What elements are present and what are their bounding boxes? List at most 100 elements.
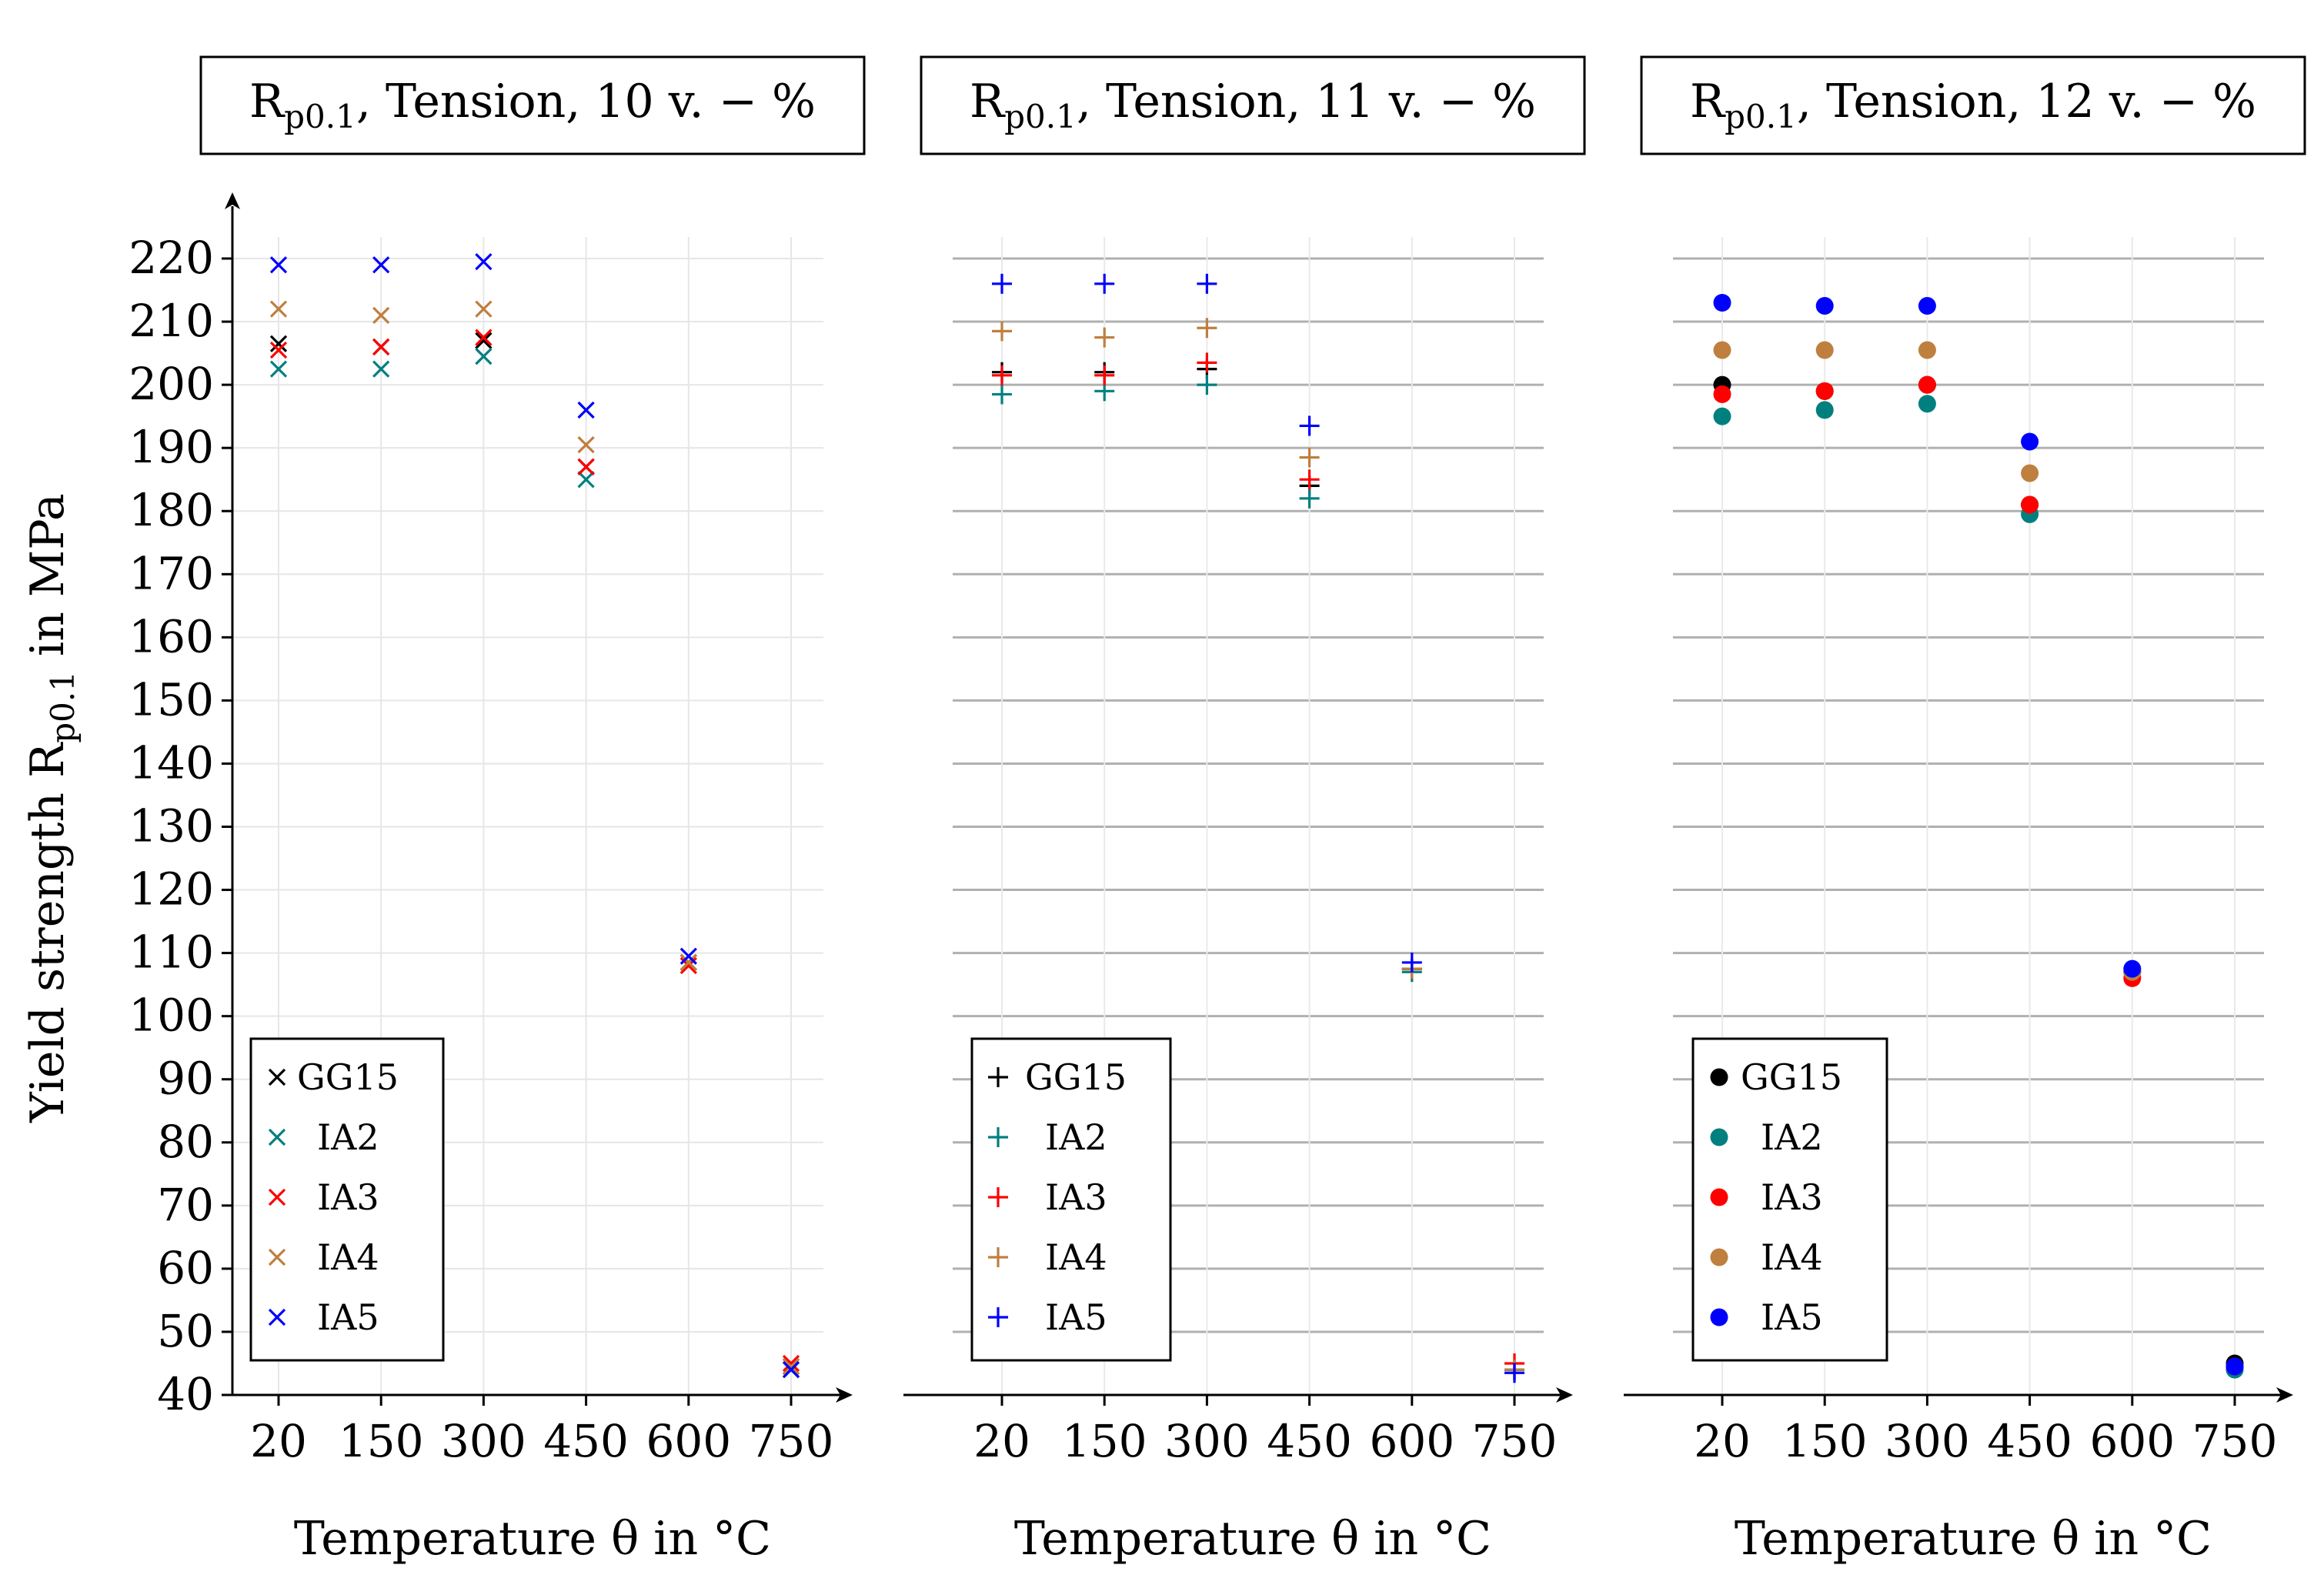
p3-legend-marker-ia5 bbox=[1710, 1308, 1728, 1326]
p3-point-ia2-20-dot bbox=[1713, 407, 1731, 425]
p3-point-ia2-300 bbox=[1918, 395, 1936, 413]
p1-x-tick-label-300: 300 bbox=[441, 1415, 526, 1467]
p2-x-tick-label-150: 150 bbox=[1062, 1415, 1147, 1467]
p3-point-ia5-150 bbox=[1815, 297, 1834, 315]
p2-point-ia2-300 bbox=[1197, 375, 1217, 395]
p1-point-ia3-450 bbox=[577, 458, 595, 476]
p2-point-ia4-300 bbox=[1197, 318, 1217, 339]
p1-point-ia4-150 bbox=[372, 306, 390, 324]
p1-point-ia3-20 bbox=[269, 341, 288, 359]
p2-point-ia5-600 bbox=[1401, 952, 1422, 973]
p3-legend-marker-ia2 bbox=[1710, 1128, 1728, 1146]
p2-point-ia5-750 bbox=[1504, 1363, 1524, 1383]
p1-point-ia4-600 bbox=[680, 953, 697, 972]
p3-point-ia3-450 bbox=[2021, 496, 2039, 514]
p1-y-tick-label-70: 70 bbox=[157, 1179, 214, 1231]
p1-point-ia2-300-stroke-b bbox=[475, 348, 493, 365]
p3-point-ia3-450-dot bbox=[2021, 496, 2039, 514]
p1-point-ia4-750-stroke-b bbox=[782, 1357, 800, 1376]
p3-point-ia5-750-dot bbox=[2225, 1357, 2244, 1376]
panel-2-legend-label-ia4: IA4 bbox=[1045, 1236, 1107, 1278]
p2-x-tick-label-750: 750 bbox=[1472, 1415, 1558, 1467]
p1-point-ia2-300 bbox=[475, 348, 493, 365]
p3-point-ia4-150-dot bbox=[1815, 341, 1834, 359]
panel-3-axes bbox=[1624, 1387, 2293, 1403]
panel-1-title: Rp0.1, Tension, 10 v. − % bbox=[249, 75, 816, 135]
panel-3-legend-label-ia5: IA5 bbox=[1761, 1296, 1823, 1338]
p3-point-ia5-600-dot bbox=[2123, 959, 2142, 978]
p3-legend-marker-ia5-dot bbox=[1710, 1308, 1728, 1326]
p3-point-ia2-20 bbox=[1713, 407, 1731, 425]
panel-1-x-axis-label: Temperature θ in °C bbox=[294, 1512, 771, 1566]
panel-3-marks bbox=[1713, 293, 2244, 1379]
p1-legend-marker-ia5-stroke-b bbox=[268, 1308, 286, 1326]
p1-point-ia2-150 bbox=[372, 360, 390, 378]
p1-y-tick-label-130: 130 bbox=[129, 800, 214, 853]
p2-x-tick-label-600: 600 bbox=[1369, 1415, 1454, 1467]
panel-2-title-box: Rp0.1, Tension, 11 v. − % bbox=[920, 55, 1586, 155]
p2-legend-marker-gg15 bbox=[988, 1067, 1008, 1087]
panel-1-legend-label-ia3: IA3 bbox=[317, 1176, 379, 1218]
p3-point-ia5-450 bbox=[2021, 432, 2039, 451]
p1-point-ia3-750-stroke-b bbox=[782, 1354, 800, 1373]
p3-point-ia5-150-dot bbox=[1815, 297, 1834, 315]
p2-point-ia5-150 bbox=[1094, 273, 1115, 294]
panel-1-axes bbox=[225, 192, 853, 1403]
p2-point-ia4-20 bbox=[992, 321, 1012, 342]
panel-1-title-box: Rp0.1, Tension, 10 v. − % bbox=[199, 55, 866, 155]
panel-3-grid bbox=[1673, 237, 2264, 1395]
panel-2-legend: GG15 IA2 IA3 IA4 IA5 bbox=[970, 1037, 1172, 1362]
panel-3-title-prefix: R bbox=[1690, 75, 1726, 128]
p3-point-ia2-150 bbox=[1815, 401, 1834, 419]
p2-legend-marker-ia2 bbox=[988, 1127, 1008, 1147]
p3-point-ia5-20 bbox=[1713, 293, 1731, 312]
p2-point-ia5-300 bbox=[1197, 273, 1217, 294]
panel-2-title-prefix: R bbox=[970, 75, 1006, 128]
p1-y-tick-label-180: 180 bbox=[129, 484, 214, 536]
panel-3-x-axis-label: Temperature θ in °C bbox=[1735, 1512, 2212, 1566]
panel-1-legend-label-ia2: IA2 bbox=[317, 1116, 379, 1158]
p3-point-ia3-300-dot bbox=[1918, 375, 1936, 394]
p3-point-ia4-300-dot bbox=[1918, 341, 1936, 359]
p3-x-tick-label-750: 750 bbox=[2192, 1415, 2278, 1467]
p1-y-tick-label-80: 80 bbox=[157, 1116, 214, 1168]
p1-point-ia4-300-stroke-b bbox=[475, 300, 493, 318]
panel-1-marks bbox=[269, 252, 800, 1379]
p1-point-gg15-300-stroke-b bbox=[475, 332, 493, 349]
p1-point-ia5-150 bbox=[372, 256, 390, 274]
p2-legend-marker-ia3 bbox=[988, 1187, 1008, 1207]
p3-point-ia5-600 bbox=[2123, 959, 2142, 978]
p1-point-ia3-450-stroke-b bbox=[577, 458, 595, 476]
p1-point-ia5-20 bbox=[269, 256, 288, 274]
p1-point-ia2-450-stroke-b bbox=[577, 471, 595, 489]
p1-point-ia5-450 bbox=[577, 401, 595, 419]
p1-legend-marker-ia2-stroke-b bbox=[268, 1128, 286, 1146]
panel-2-x-ticks: 20 150 300 450 600 750 bbox=[973, 1395, 1557, 1467]
panel-3-legend-label-ia4: IA4 bbox=[1761, 1236, 1823, 1278]
p1-point-ia3-150 bbox=[372, 338, 390, 356]
p2-point-ia3-300 bbox=[1197, 352, 1217, 373]
p3-x-axis-arrow bbox=[2276, 1387, 2293, 1403]
p1-y-tick-label-150: 150 bbox=[129, 673, 214, 726]
p1-y-tick-label-100: 100 bbox=[129, 989, 214, 1042]
p3-point-ia2-150-dot bbox=[1815, 401, 1834, 419]
p3-x-tick-label-450: 450 bbox=[1987, 1415, 2072, 1467]
p1-y-tick-label-90: 90 bbox=[157, 1053, 214, 1105]
p3-x-tick-label-300: 300 bbox=[1885, 1415, 1970, 1467]
p1-point-ia5-750 bbox=[782, 1361, 800, 1379]
p1-legend-marker-ia3-stroke-b bbox=[268, 1188, 286, 1206]
p1-y-tick-label-110: 110 bbox=[129, 926, 214, 979]
p3-point-ia3-20-dot bbox=[1713, 385, 1731, 403]
p1-point-ia4-20 bbox=[269, 300, 288, 318]
panel-1-title-sub: p0.1 bbox=[284, 98, 356, 135]
panel-3-title-box: Rp0.1, Tension, 12 v. − % bbox=[1640, 55, 2306, 155]
panel-2-marks bbox=[992, 273, 1524, 1383]
panel-1-legend-label-gg15: GG15 bbox=[297, 1056, 399, 1098]
panel-1-title-prefix: R bbox=[249, 75, 285, 128]
p1-point-ia3-300-stroke-b bbox=[475, 329, 493, 346]
p1-point-ia5-20-stroke-b bbox=[269, 256, 288, 274]
p1-legend-marker-ia3 bbox=[268, 1188, 286, 1206]
p3-x-tick-label-600: 600 bbox=[2089, 1415, 2175, 1467]
p1-point-ia5-600 bbox=[680, 947, 697, 965]
p3-point-ia4-450 bbox=[2021, 464, 2039, 482]
